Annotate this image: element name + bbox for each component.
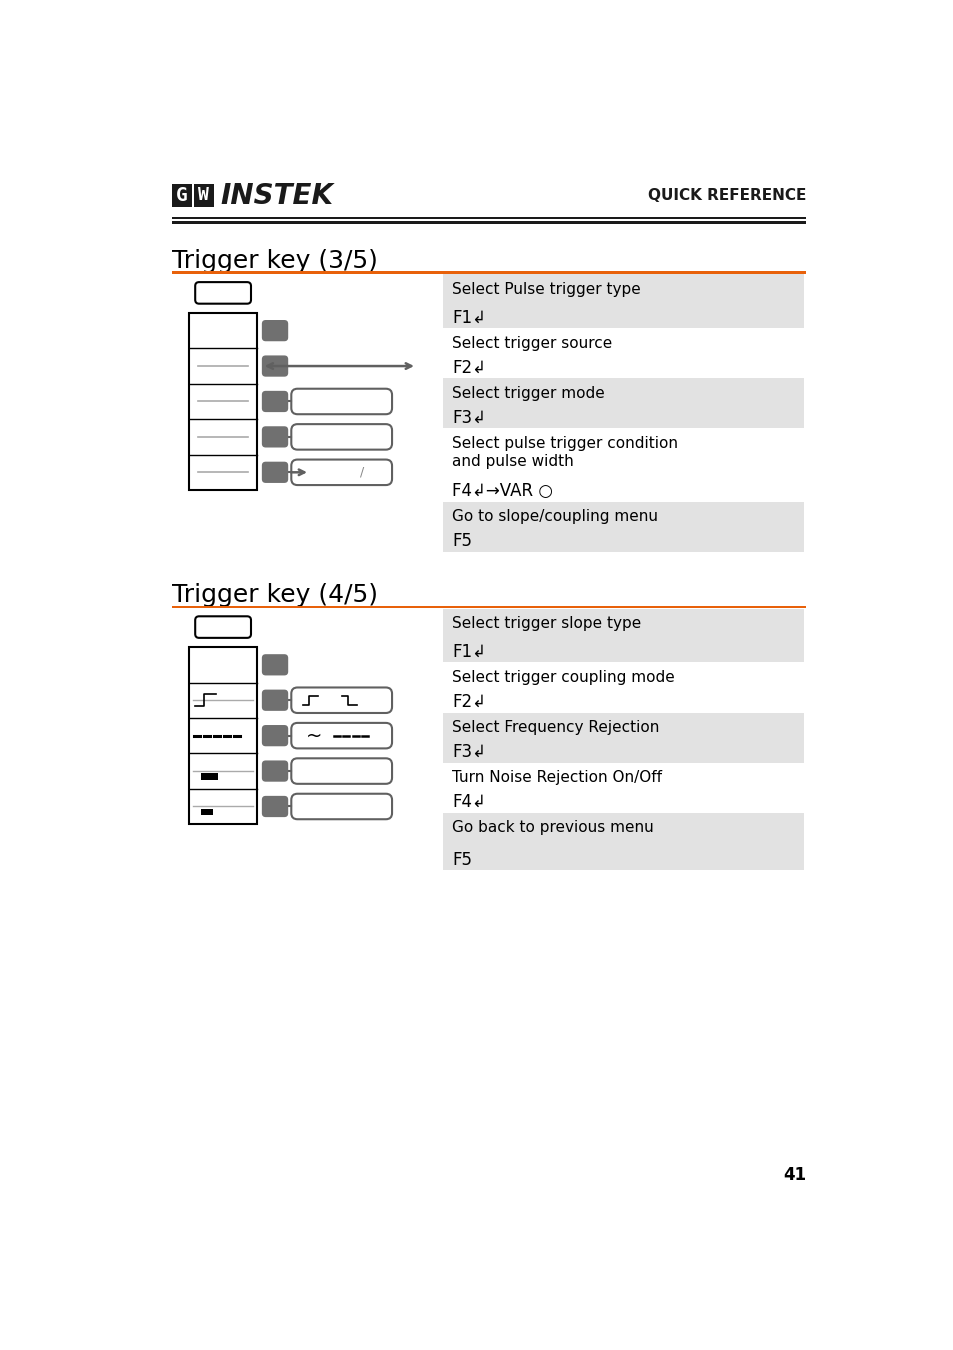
FancyBboxPatch shape <box>261 462 288 483</box>
Bar <box>443 502 803 552</box>
Text: Select trigger slope type: Select trigger slope type <box>452 617 641 632</box>
Bar <box>200 809 213 815</box>
Bar <box>189 313 257 490</box>
Text: QUICK REFERENCE: QUICK REFERENCE <box>647 189 805 204</box>
FancyBboxPatch shape <box>261 392 288 412</box>
Bar <box>443 713 803 763</box>
Bar <box>443 813 803 871</box>
Text: G: G <box>176 185 188 205</box>
Bar <box>443 609 803 663</box>
Bar <box>172 220 805 224</box>
Text: F4↲: F4↲ <box>452 792 486 811</box>
Text: ~: ~ <box>306 726 322 747</box>
Text: Select trigger mode: Select trigger mode <box>452 386 604 401</box>
FancyBboxPatch shape <box>291 389 392 414</box>
FancyBboxPatch shape <box>261 760 288 782</box>
Text: F4↲→VAR ○: F4↲→VAR ○ <box>452 482 553 500</box>
Bar <box>200 772 217 780</box>
FancyBboxPatch shape <box>261 655 288 675</box>
FancyBboxPatch shape <box>261 725 288 747</box>
Text: Select trigger source: Select trigger source <box>452 336 612 351</box>
FancyBboxPatch shape <box>261 796 288 817</box>
Text: F5: F5 <box>452 850 472 868</box>
Text: 41: 41 <box>782 1165 805 1184</box>
Text: W: W <box>198 186 209 204</box>
Bar <box>189 647 257 825</box>
Text: Turn Noise Rejection On/Off: Turn Noise Rejection On/Off <box>452 771 661 786</box>
FancyBboxPatch shape <box>195 282 251 304</box>
FancyBboxPatch shape <box>261 690 288 711</box>
FancyBboxPatch shape <box>261 355 288 377</box>
Text: /: / <box>359 466 363 479</box>
FancyBboxPatch shape <box>291 794 392 819</box>
FancyBboxPatch shape <box>261 427 288 447</box>
Text: Go back to previous menu: Go back to previous menu <box>452 821 654 836</box>
FancyBboxPatch shape <box>291 722 392 748</box>
Bar <box>172 606 805 608</box>
Text: Trigger key (4/5): Trigger key (4/5) <box>172 583 377 606</box>
Text: Go to slope/coupling menu: Go to slope/coupling menu <box>452 509 658 524</box>
FancyBboxPatch shape <box>291 424 392 450</box>
Bar <box>193 184 213 207</box>
Bar <box>443 378 803 428</box>
Bar <box>172 217 805 219</box>
Bar <box>172 271 805 274</box>
Text: F3↲: F3↲ <box>452 409 486 427</box>
Text: F3↲: F3↲ <box>452 743 486 761</box>
Text: Select trigger coupling mode: Select trigger coupling mode <box>452 670 675 686</box>
Text: Select Pulse trigger type: Select Pulse trigger type <box>452 282 640 297</box>
Text: Trigger key (3/5): Trigger key (3/5) <box>172 248 377 273</box>
Bar <box>443 274 803 328</box>
Text: F2↲: F2↲ <box>452 693 486 710</box>
Text: F1↲: F1↲ <box>452 309 486 327</box>
Text: F2↲: F2↲ <box>452 359 486 377</box>
Text: F1↲: F1↲ <box>452 643 486 660</box>
Bar <box>172 184 192 207</box>
FancyBboxPatch shape <box>291 759 392 784</box>
FancyBboxPatch shape <box>291 459 392 485</box>
FancyBboxPatch shape <box>261 320 288 342</box>
Text: Select pulse trigger condition
and pulse width: Select pulse trigger condition and pulse… <box>452 436 678 468</box>
Text: F5: F5 <box>452 532 472 549</box>
FancyBboxPatch shape <box>195 617 251 637</box>
FancyBboxPatch shape <box>291 687 392 713</box>
Text: Select Frequency Rejection: Select Frequency Rejection <box>452 721 659 736</box>
Text: INSTEK: INSTEK <box>220 182 333 209</box>
